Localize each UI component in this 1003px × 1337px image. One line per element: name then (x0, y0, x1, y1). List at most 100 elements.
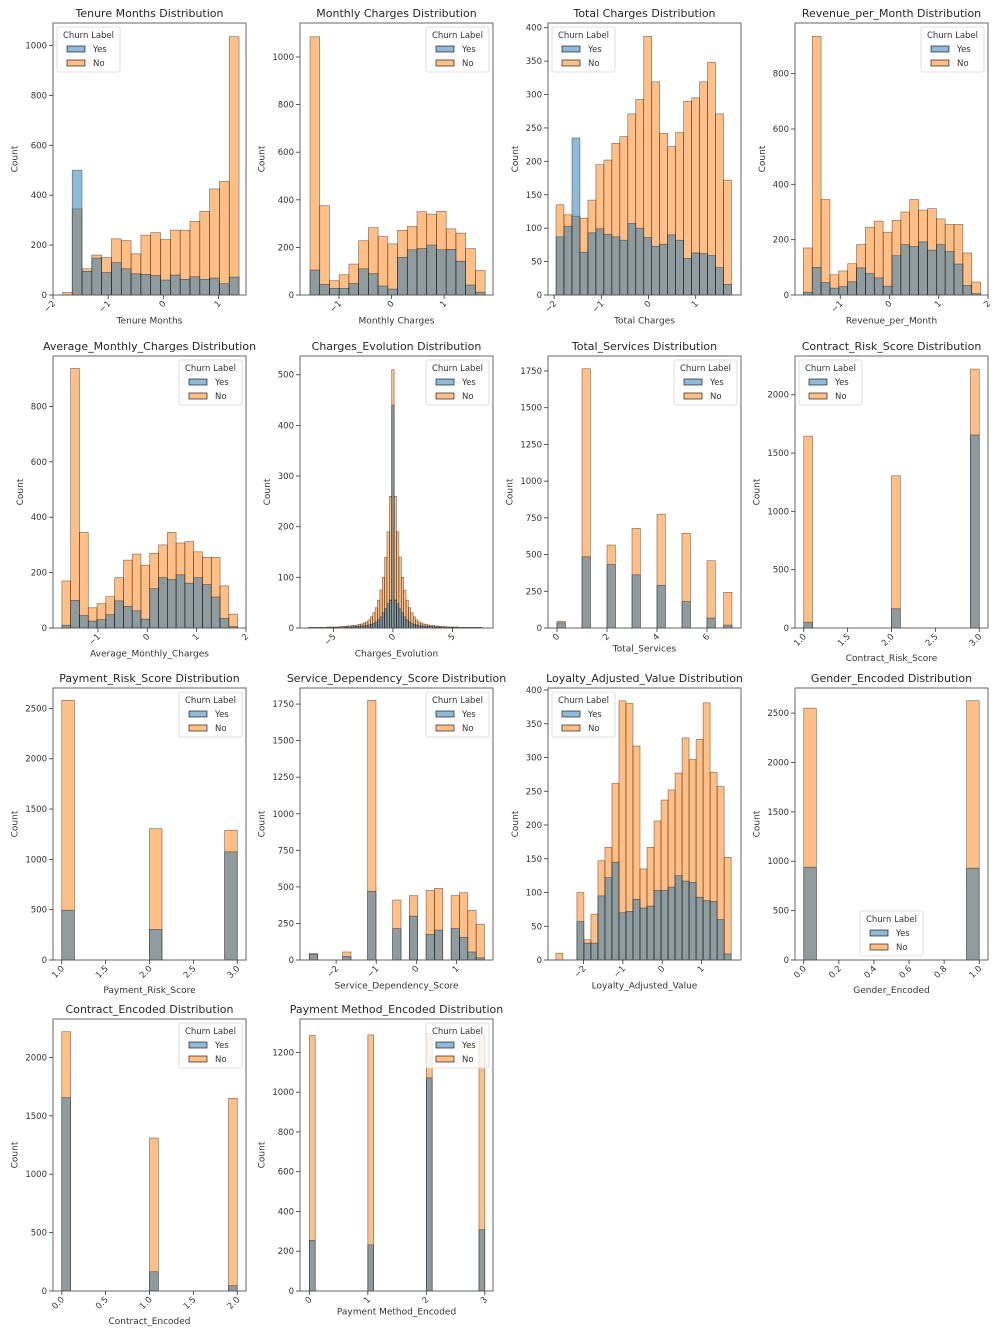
legend-label-yes: Yes (92, 45, 107, 55)
y-axis-label: Count (505, 478, 515, 505)
bar-yes (391, 404, 395, 629)
y-tick-label: 600 (773, 125, 789, 135)
y-tick-label: 1250 (520, 440, 542, 450)
bar-yes (962, 285, 973, 296)
bar-yes (158, 577, 168, 629)
bar-yes (193, 577, 203, 629)
y-tick-label: 0 (289, 956, 294, 966)
bar-yes (632, 898, 641, 961)
legend: Churn Label Yes No (56, 26, 121, 73)
legend-label-yes: Yes (587, 710, 602, 720)
axes-frame (299, 22, 494, 296)
y-tick-label: 400 (526, 24, 542, 34)
y-tick-label: 200 (773, 236, 789, 246)
y-tick-label: 1000 (520, 477, 542, 487)
x-tick-label: 0 (387, 632, 398, 643)
y-tick-label: 0 (784, 291, 789, 301)
x-tick-label: −1 (87, 632, 103, 648)
x-axis-label: Total Charges (613, 316, 675, 326)
bar-yes (445, 249, 457, 296)
y-tick-label: 1000 (767, 857, 789, 867)
bar-no (228, 36, 240, 296)
legend-swatch-yes (435, 378, 455, 386)
bar-yes (81, 270, 93, 296)
y-tick-label: 600 (31, 458, 47, 468)
bar-no (803, 247, 813, 296)
legend-label-no: No (462, 1055, 474, 1065)
bar-yes (681, 880, 690, 961)
bar-yes (114, 600, 124, 629)
histogram-subplot: 0 250 500 750 1000 1250 1500 1750 0 2 4 6 Total_Serv… (505, 340, 742, 655)
x-axis-label: Contract_Encoded (108, 1317, 190, 1327)
histogram-subplot: 0 500 1000 1500 2000 2500 0.0 0.2 0.4 0.6 0.8 1.0 Ge… (752, 672, 989, 996)
x-tick-label: 2.5 (924, 632, 941, 649)
bar-yes (695, 896, 704, 961)
y-tick-label: 0 (289, 624, 294, 634)
x-tick-label: 2.0 (880, 632, 897, 649)
legend-label-yes: Yes (461, 710, 476, 720)
bar-yes (410, 623, 414, 629)
bar-yes (87, 620, 98, 629)
chart-title: Tenure Months Distribution (75, 7, 224, 20)
x-tick-label: 2 (240, 632, 251, 643)
legend-label-yes: Yes (834, 378, 849, 388)
y-tick-label: 0 (784, 624, 789, 634)
axes-frame (794, 687, 989, 961)
chart-title: Loyalty_Adjusted_Value Distribution (546, 672, 743, 685)
y-tick-label: 750 (526, 514, 542, 524)
x-axis-label: Average_Monthly_Charges (90, 649, 209, 659)
y-tick-label: 800 (278, 1128, 294, 1138)
bar-yes (425, 934, 435, 961)
bar-yes (716, 919, 725, 961)
x-tick-label: 1 (933, 299, 944, 310)
x-tick-label: 1 (696, 964, 707, 975)
bar-yes (707, 255, 716, 296)
legend-label-no: No (215, 724, 227, 734)
bar-no (228, 613, 238, 629)
legend-label-no: No (835, 392, 847, 402)
bar-yes (415, 624, 419, 629)
bar-yes (397, 257, 408, 296)
legend-label-yes: Yes (214, 378, 229, 388)
y-tick-label: 250 (526, 587, 542, 597)
y-axis-label: Count (10, 145, 20, 172)
bar-yes (597, 895, 606, 961)
bar-yes (130, 273, 142, 296)
bar-yes (209, 277, 220, 296)
bar-no (891, 475, 901, 629)
y-axis-label: Count (758, 145, 768, 172)
legend-swatch-no (188, 1055, 208, 1063)
x-axis-label: Charges_Evolution (355, 649, 438, 659)
y-tick-label: 200 (31, 241, 47, 251)
y-tick-label: 400 (278, 421, 294, 431)
x-axis-label: Tenure Months (116, 316, 183, 326)
x-tick-label: 3.0 (226, 964, 243, 981)
y-tick-label: 600 (31, 141, 47, 151)
legend-swatch-no (188, 724, 208, 732)
bar-yes (627, 223, 637, 296)
x-axis-label: Service_Dependency_Score (334, 981, 459, 991)
y-tick-label: 1750 (520, 367, 542, 377)
bar-no (803, 435, 813, 629)
legend-label-yes: Yes (895, 929, 910, 939)
x-tick-label: −5 (323, 632, 339, 648)
bar-no (149, 1137, 159, 1292)
bar-yes (556, 622, 566, 629)
y-tick-label: 0 (289, 291, 294, 301)
legend-swatch-yes (683, 378, 703, 386)
axes-frame (52, 355, 247, 629)
y-tick-label: 250 (526, 787, 542, 797)
bar-yes (606, 564, 616, 629)
bar-yes (224, 851, 238, 961)
y-tick-label: 500 (278, 371, 294, 381)
legend: Churn Label Yes No (551, 26, 616, 73)
y-tick-label: 100 (526, 224, 542, 234)
bar-yes (583, 942, 592, 961)
axes-frame (299, 687, 494, 961)
bar-yes (210, 596, 221, 629)
histogram-subplot: 0 200 400 600 800 1000 −1 0 1 Monthly Charges Dis… (257, 7, 494, 326)
histogram-subplot: 0 100 200 300 400 500 −5 0 5 Charges_Evolution Di… (263, 340, 494, 659)
bar-yes (338, 288, 350, 296)
legend-title: Churn Label (432, 364, 483, 374)
x-tick-label: 5 (447, 632, 458, 643)
